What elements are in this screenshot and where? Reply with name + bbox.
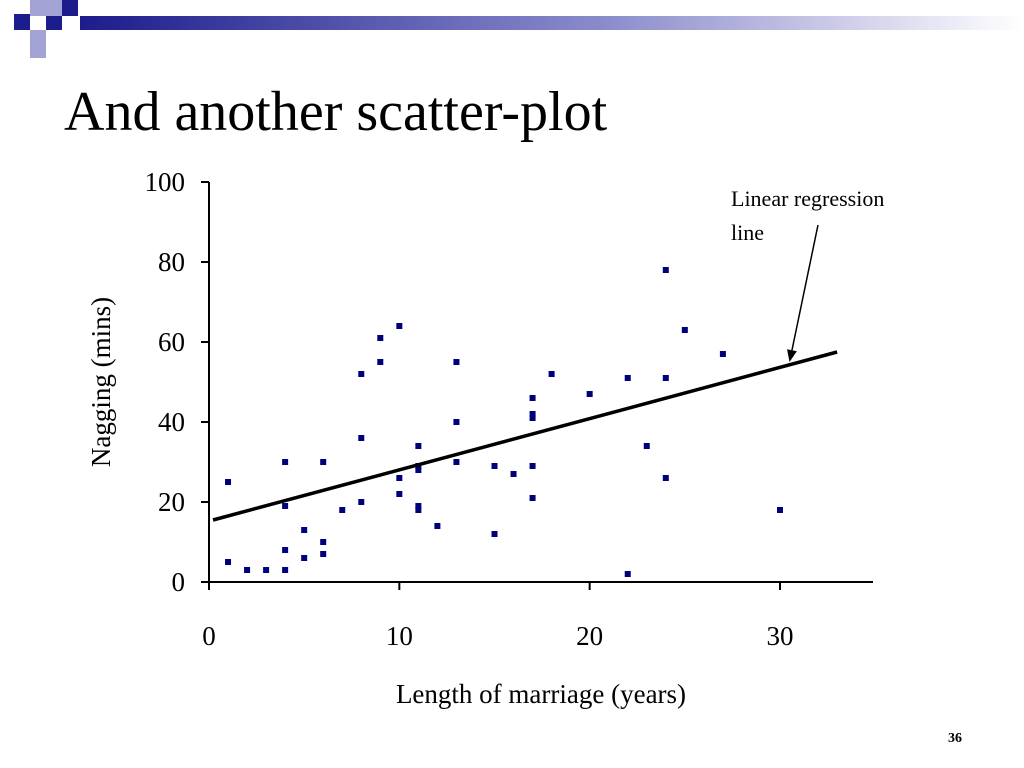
data-point <box>529 495 536 501</box>
slide-number: 36 <box>948 731 962 746</box>
annotation-arrowhead <box>787 349 797 362</box>
decoration-square <box>30 30 46 46</box>
x-tick-label: 0 <box>202 621 216 651</box>
y-axis-label: Nagging (mins) <box>86 297 116 467</box>
data-point <box>396 475 403 481</box>
data-point <box>320 459 327 465</box>
data-point <box>453 419 460 425</box>
decoration-square <box>46 0 62 16</box>
data-point <box>719 351 726 357</box>
data-point <box>491 463 498 469</box>
data-point <box>491 531 498 537</box>
data-point <box>662 375 669 381</box>
data-point <box>548 371 555 377</box>
data-point <box>777 507 783 513</box>
data-point <box>415 503 422 509</box>
data-point <box>529 415 536 421</box>
annotation-text-line-2: line <box>731 220 764 245</box>
y-tick-label: 100 <box>145 167 186 197</box>
chart-axes <box>208 182 873 583</box>
data-point <box>244 567 251 573</box>
x-tick-label: 20 <box>576 621 603 651</box>
data-point <box>681 327 688 333</box>
y-tick-label: 80 <box>158 247 185 277</box>
data-point <box>320 551 327 557</box>
data-point <box>529 395 536 401</box>
data-point <box>453 459 460 465</box>
data-point <box>624 571 631 577</box>
data-point <box>320 539 327 545</box>
y-tick-label: 0 <box>172 567 186 597</box>
slide-title: And another scatter-plot <box>64 81 608 143</box>
y-tick-label: 60 <box>158 327 185 357</box>
decoration-square <box>46 14 62 30</box>
data-point <box>282 547 289 553</box>
data-point <box>377 335 384 341</box>
data-point <box>434 523 441 529</box>
header-gradient-band <box>80 16 1024 30</box>
data-point <box>358 499 365 505</box>
data-point <box>643 443 650 449</box>
chart-points <box>225 267 783 577</box>
data-point <box>415 443 422 449</box>
decoration-square <box>30 0 46 16</box>
decoration-square <box>62 0 78 16</box>
decoration-square <box>14 14 30 30</box>
data-point <box>225 479 232 485</box>
decoration-square <box>30 46 46 58</box>
data-point <box>225 559 232 565</box>
data-point <box>377 359 384 365</box>
x-axis-label: Length of marriage (years) <box>396 679 686 709</box>
data-point <box>453 359 460 365</box>
data-point <box>396 323 403 329</box>
annotation-text-line-1: Linear regression <box>731 186 884 211</box>
data-point <box>529 463 536 469</box>
data-point <box>282 459 289 465</box>
regression-line-group <box>212 350 838 522</box>
data-point <box>624 375 631 381</box>
data-point <box>358 435 365 441</box>
chart-ticks: 0 20 40 60 80 100 0 10 20 30 <box>145 167 794 651</box>
data-point <box>301 527 308 533</box>
regression-line <box>212 350 838 522</box>
data-point <box>415 467 422 473</box>
data-point <box>586 391 593 397</box>
y-tick-label: 20 <box>158 487 185 517</box>
data-point <box>282 567 289 573</box>
data-point <box>396 491 403 497</box>
y-tick-label: 40 <box>158 407 185 437</box>
corner-decoration <box>14 0 78 58</box>
data-point <box>301 555 308 561</box>
x-tick-label: 10 <box>386 621 413 651</box>
data-point <box>263 567 270 573</box>
data-point <box>662 475 669 481</box>
annotation-arrow <box>791 224 819 351</box>
data-point <box>529 411 536 417</box>
data-point <box>415 507 422 513</box>
data-point <box>282 503 289 509</box>
data-point <box>358 371 365 377</box>
data-point <box>662 267 669 273</box>
data-point <box>510 471 517 477</box>
x-tick-label: 30 <box>767 621 794 651</box>
data-point <box>339 507 346 513</box>
